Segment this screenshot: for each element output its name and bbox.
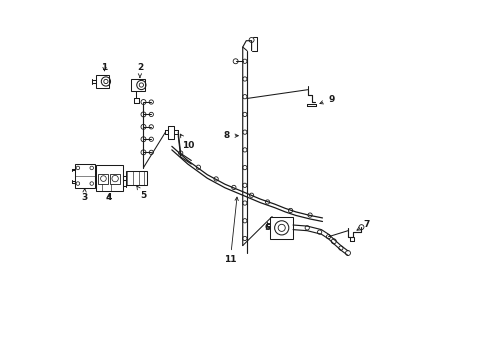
Text: 11: 11	[224, 197, 238, 264]
Text: 3: 3	[81, 189, 87, 202]
Text: 6: 6	[264, 223, 270, 232]
Bar	[125, 171, 147, 185]
Text: 7: 7	[356, 220, 369, 230]
Bar	[131, 78, 144, 91]
Text: 4: 4	[106, 193, 112, 202]
Bar	[96, 75, 109, 88]
Bar	[96, 165, 122, 192]
Text: 9: 9	[319, 95, 334, 104]
Bar	[110, 174, 120, 184]
Bar	[98, 174, 108, 184]
Text: 8: 8	[223, 131, 238, 140]
Text: 5: 5	[137, 186, 146, 201]
Text: 10: 10	[180, 134, 194, 150]
Bar	[75, 164, 94, 188]
Text: 1: 1	[101, 63, 107, 72]
Bar	[270, 216, 292, 239]
Text: 2: 2	[137, 63, 143, 77]
